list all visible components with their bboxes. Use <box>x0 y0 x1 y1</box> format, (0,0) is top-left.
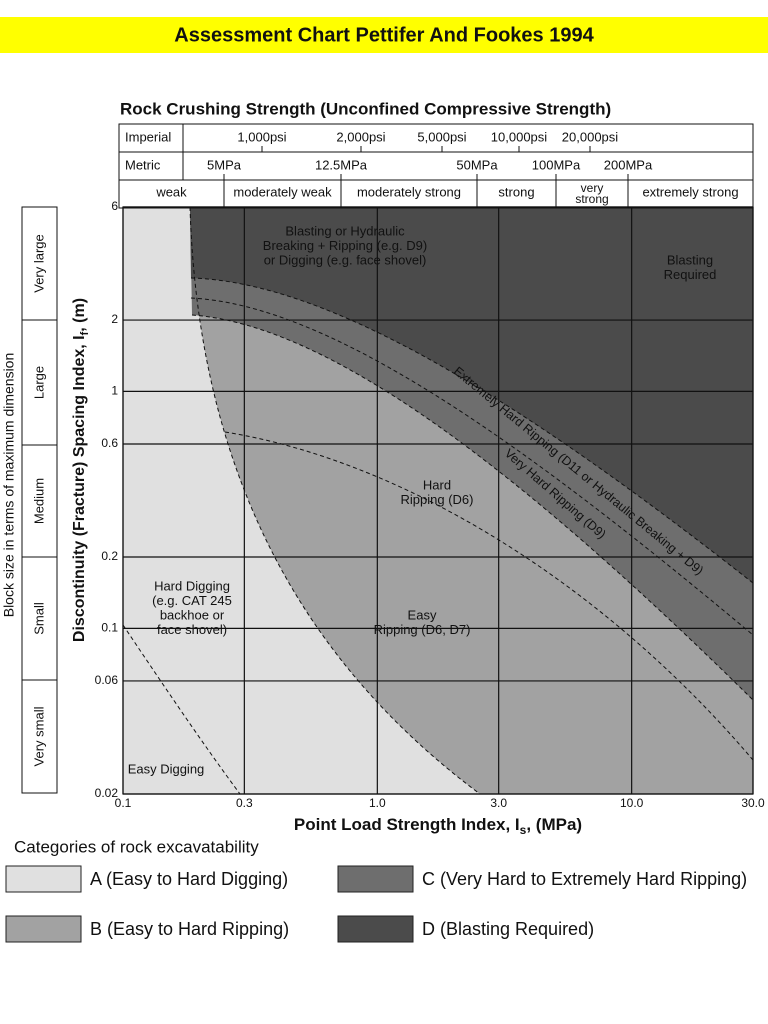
zone-boundaries <box>123 207 753 794</box>
legend-label: C (Very Hard to Extremely Hard Ripping) <box>422 869 747 889</box>
boundary <box>191 314 753 701</box>
metric-label: 5MPa <box>207 157 242 172</box>
block-size-column <box>21 206 58 794</box>
zone-annotation: Easy <box>408 607 437 622</box>
x-tick-label: 1.0 <box>369 796 386 810</box>
metric-label: 200MPa <box>604 157 653 172</box>
legend-label: A (Easy to Hard Digging) <box>90 869 288 889</box>
x-tick-label: 10.0 <box>620 796 644 810</box>
strength-class: very strong <box>575 181 608 206</box>
boundary <box>189 207 481 794</box>
zone-annotation: Blasting or Hydraulic <box>285 223 405 238</box>
y-tick-label: 0.1 <box>101 621 118 635</box>
strength-table <box>118 123 754 209</box>
y-tick-label: 6 <box>111 199 118 213</box>
zone-annotation: face shovel) <box>157 622 227 637</box>
plot-frame <box>122 206 754 795</box>
imperial-label: 5,000psi <box>417 129 466 144</box>
zone-annotation: Hard <box>423 477 451 492</box>
x-axis-label: Point Load Strength Index, Is, (MPa) <box>294 815 582 837</box>
y-tick-label: 0.6 <box>101 436 118 450</box>
x-tick-label: 3.0 <box>490 796 507 810</box>
legend-swatch <box>337 865 414 893</box>
zone-annotation: Blasting <box>667 252 713 267</box>
zone-annotation: Breaking + Ripping (e.g. D9) <box>263 238 427 253</box>
zones <box>123 207 753 794</box>
metric-label: 12.5MPa <box>315 157 368 172</box>
strength-class: moderately strong <box>357 184 461 199</box>
zone-annotation: backhoe or <box>160 607 225 622</box>
zone-annotation: Hard Digging <box>154 578 230 593</box>
table-row-label: Imperial <box>125 129 171 144</box>
block-frame <box>21 206 58 794</box>
imperial-label: 2,000psi <box>336 129 385 144</box>
strength-class: strong <box>498 184 534 199</box>
y-label-part: Discontinuity (Fracture) Spacing Index, … <box>71 335 88 642</box>
legend-label: B (Easy to Hard Ripping) <box>90 919 289 939</box>
zone-annotation: or Digging (e.g. face shovel) <box>264 252 427 267</box>
metric-label: 100MPa <box>532 157 581 172</box>
legend-swatch <box>5 915 82 943</box>
zone-annotation: Easy Digging <box>128 761 205 776</box>
x-label-part: , (MPa) <box>526 815 582 834</box>
banner-bar <box>0 17 768 53</box>
banner-title: Assessment Chart Pettifer And Fookes 199… <box>174 24 594 46</box>
strength-class: moderately weak <box>233 184 332 199</box>
legend-swatch <box>5 865 82 893</box>
block-size: Medium <box>31 478 46 524</box>
table-frame <box>118 123 754 209</box>
strength-class: weak <box>155 184 187 199</box>
strength-class: extremely strong <box>642 184 738 199</box>
boundary <box>224 431 753 761</box>
block-size: Very large <box>31 234 46 293</box>
x-label-sub: s <box>520 823 527 837</box>
block-size-label: Block size in terms of maximum dimension <box>1 353 17 618</box>
legend-swatch <box>337 915 414 943</box>
legend-title: Categories of rock excavatability <box>14 837 259 856</box>
zone-annotation: Required <box>664 267 717 282</box>
boundary <box>190 277 753 584</box>
table-row-label: Metric <box>125 157 161 172</box>
y-tick-label: 0.06 <box>95 673 119 687</box>
x-tick-label: 0.3 <box>236 796 253 810</box>
zone-annotation: Ripping (D6, D7) <box>374 622 471 637</box>
boundary <box>123 624 241 794</box>
block-size: Large <box>31 366 46 399</box>
y-tick-label: 0.2 <box>101 549 118 563</box>
y-tick-label: 0.02 <box>95 786 119 800</box>
zone-annotation: (e.g. CAT 245 <box>152 593 232 608</box>
zone-d <box>190 207 753 583</box>
legend-label: D (Blasting Required) <box>422 919 594 939</box>
block-size: Very small <box>31 706 46 766</box>
x-label-part: Point Load Strength Index, I <box>294 815 520 834</box>
y-tick-label: 1 <box>111 384 118 398</box>
boundary <box>190 297 753 636</box>
y-tick-label: 2 <box>111 312 118 326</box>
zone-annotation: Ripping (D6) <box>401 492 474 507</box>
y-axis-label: Discontinuity (Fracture) Spacing Index, … <box>71 298 91 642</box>
imperial-label: 20,000psi <box>562 129 618 144</box>
chart-title: Rock Crushing Strength (Unconfined Compr… <box>120 99 611 118</box>
imperial-label: 10,000psi <box>491 129 547 144</box>
x-tick-label: 30.0 <box>741 796 765 810</box>
y-label-sub: f <box>79 331 91 335</box>
imperial-label: 1,000psi <box>237 129 286 144</box>
x-tick-label: 0.1 <box>115 796 132 810</box>
y-label-part: , (m) <box>71 298 88 332</box>
metric-label: 50MPa <box>456 157 498 172</box>
block-size: Small <box>31 602 46 635</box>
